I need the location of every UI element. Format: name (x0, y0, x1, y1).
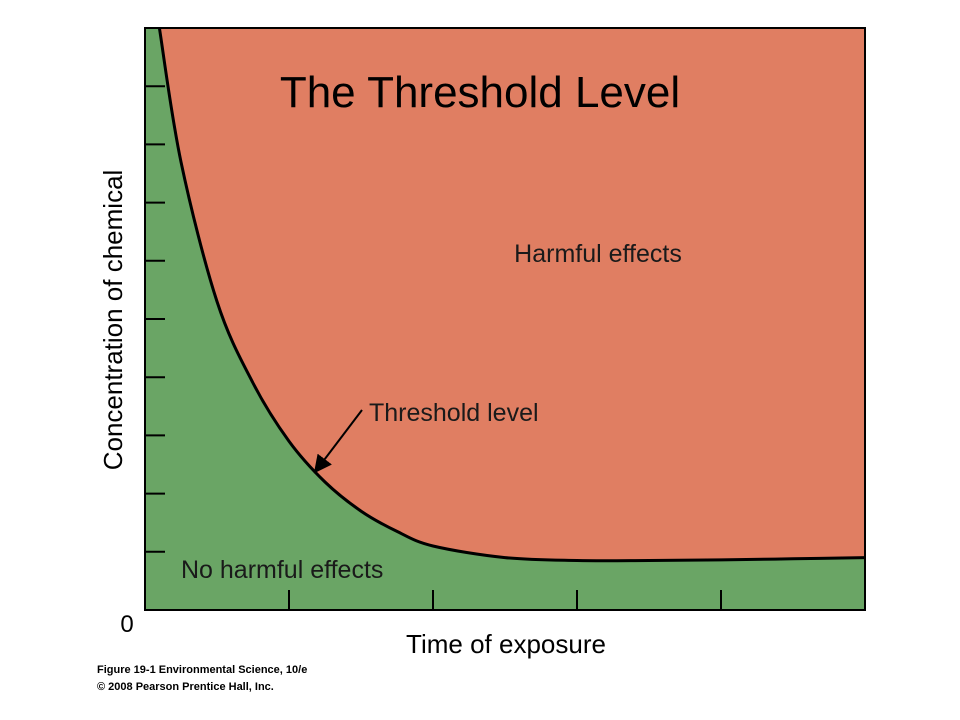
threshold-level-annotation: Threshold level (369, 399, 539, 427)
y-ticks (145, 85, 165, 553)
chart-title: The Threshold Level (280, 68, 680, 117)
harmful-effects-label: Harmful effects (514, 240, 682, 268)
no-harmful-region (145, 28, 865, 610)
threshold-curve (157, 27, 866, 563)
x-axis-label: Time of exposure (406, 629, 606, 659)
no-harmful-effects-label: No harmful effects (181, 556, 383, 584)
copyright-credit: © 2008 Pearson Prentice Hall, Inc. (97, 681, 274, 693)
x-ticks (288, 590, 722, 610)
figure-credit: Figure 19-1 Environmental Science, 10/e (97, 664, 308, 676)
y-axis-label: Concentration of chemical (98, 170, 128, 471)
threshold-annotation-arrow (313, 409, 363, 474)
origin-label: 0 (120, 611, 133, 638)
